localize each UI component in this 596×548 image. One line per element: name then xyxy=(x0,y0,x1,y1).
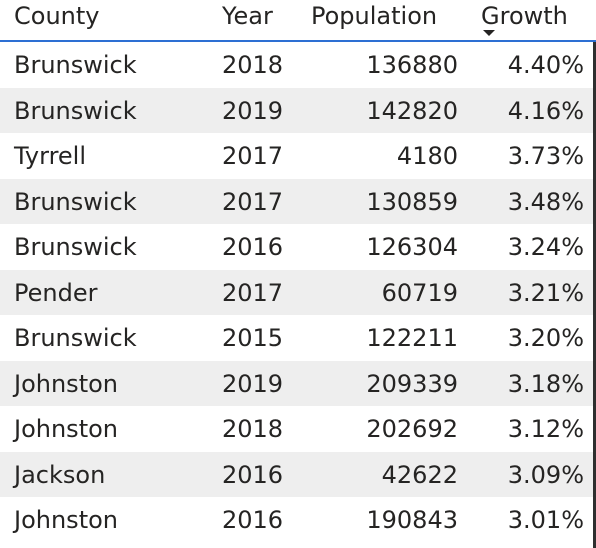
population-cell: 126304 xyxy=(300,224,458,270)
year-cell: 2015 xyxy=(222,315,283,361)
population-cell: 122211 xyxy=(300,315,458,361)
table-row[interactable]: Johnston 2018 202692 3.12% xyxy=(0,406,596,452)
column-header-year[interactable]: Year xyxy=(222,0,273,40)
table-row[interactable]: Tyrrell 2017 4180 3.73% xyxy=(0,133,596,179)
table-row[interactable]: Brunswick 2019 142820 4.16% xyxy=(0,88,596,134)
year-cell: 2019 xyxy=(222,88,283,134)
county-cell: Johnston xyxy=(14,361,118,407)
population-cell: 130859 xyxy=(300,179,458,225)
column-header-county[interactable]: County xyxy=(14,0,99,40)
county-cell: Brunswick xyxy=(14,224,137,270)
county-cell: Jackson xyxy=(14,452,105,498)
growth-cell: 3.20% xyxy=(470,315,584,361)
county-cell: Tyrrell xyxy=(14,133,86,179)
growth-cell: 4.16% xyxy=(470,88,584,134)
year-cell: 2017 xyxy=(222,179,283,225)
population-cell: 42622 xyxy=(300,452,458,498)
population-cell: 202692 xyxy=(300,406,458,452)
county-cell: Brunswick xyxy=(14,88,137,134)
growth-cell: 3.24% xyxy=(470,224,584,270)
year-cell: 2019 xyxy=(222,361,283,407)
population-cell: 136880 xyxy=(300,42,458,88)
county-cell: Johnston xyxy=(14,406,118,452)
growth-cell: 3.73% xyxy=(470,133,584,179)
county-cell: Pender xyxy=(14,270,97,316)
year-cell: 2018 xyxy=(222,406,283,452)
sort-descending-icon[interactable] xyxy=(483,30,495,36)
growth-cell: 4.40% xyxy=(470,42,584,88)
growth-cell: 3.12% xyxy=(470,406,584,452)
table-row[interactable]: Johnston 2019 209339 3.18% xyxy=(0,361,596,407)
column-header-population[interactable]: Population xyxy=(311,0,437,40)
growth-cell: 3.48% xyxy=(470,179,584,225)
county-cell: Brunswick xyxy=(14,315,137,361)
population-cell: 209339 xyxy=(300,361,458,407)
table-row[interactable]: Brunswick 2016 126304 3.24% xyxy=(0,224,596,270)
growth-cell: 3.18% xyxy=(470,361,584,407)
year-cell: 2018 xyxy=(222,42,283,88)
table-row[interactable]: Pender 2017 60719 3.21% xyxy=(0,270,596,316)
table-row[interactable]: Johnston 2016 190843 3.01% xyxy=(0,497,596,543)
table-row[interactable]: Brunswick 2017 130859 3.48% xyxy=(0,179,596,225)
year-cell: 2016 xyxy=(222,452,283,498)
year-cell: 2016 xyxy=(222,224,283,270)
table-row[interactable]: Brunswick 2018 136880 4.40% xyxy=(0,42,596,88)
county-cell: Johnston xyxy=(14,497,118,543)
growth-cell: 3.09% xyxy=(470,452,584,498)
population-cell: 60719 xyxy=(300,270,458,316)
population-cell: 190843 xyxy=(300,497,458,543)
table-row[interactable]: Jackson 2016 42622 3.09% xyxy=(0,452,596,498)
year-cell: 2017 xyxy=(222,270,283,316)
growth-cell: 3.21% xyxy=(470,270,584,316)
population-cell: 142820 xyxy=(300,88,458,134)
growth-cell: 3.01% xyxy=(470,497,584,543)
population-cell: 4180 xyxy=(300,133,458,179)
table-header: County Year Population Growth xyxy=(0,0,596,42)
county-cell: Brunswick xyxy=(14,179,137,225)
table-row[interactable]: Brunswick 2015 122211 3.20% xyxy=(0,315,596,361)
year-cell: 2016 xyxy=(222,497,283,543)
year-cell: 2017 xyxy=(222,133,283,179)
county-cell: Brunswick xyxy=(14,42,137,88)
